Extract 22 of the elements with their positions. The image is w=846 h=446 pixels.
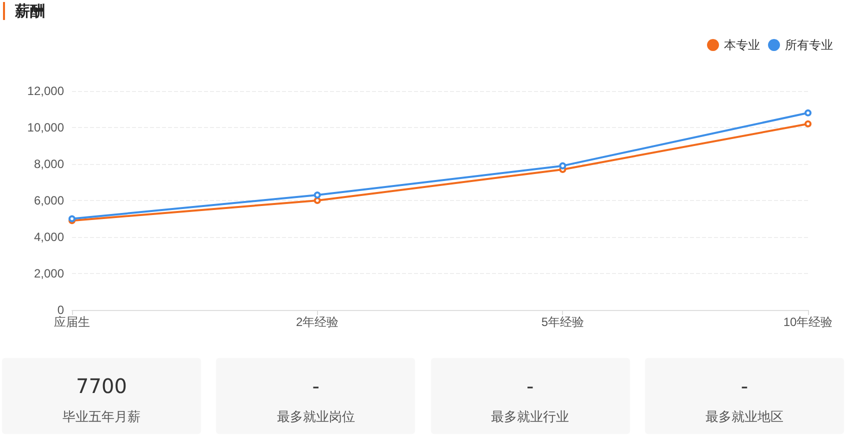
text: -	[526, 374, 535, 400]
x-tick-label: 5年经验	[541, 315, 584, 329]
text: 最多就业岗位	[276, 409, 356, 426]
text: -	[740, 374, 750, 400]
y-tick-label: 8,000	[34, 157, 64, 171]
y-tick-label: 10,000	[27, 120, 64, 134]
legend-label: 所有专业	[785, 38, 833, 52]
legend-label: 本专业	[724, 38, 760, 52]
y-tick-label: 6,000	[34, 194, 64, 208]
text: 毕业五年月薪	[62, 409, 142, 426]
x-tick-label: 2年经验	[296, 315, 339, 329]
chart-title: 薪酬	[15, 2, 45, 20]
x-tick-label: 10年经验	[783, 315, 833, 329]
y-tick-label: 12,000	[27, 84, 64, 98]
y-tick-label: 2,000	[34, 266, 64, 280]
x-tick-label: 应届生	[54, 315, 90, 329]
y-tick-label: 4,000	[34, 230, 64, 244]
text: -	[311, 374, 320, 400]
y-tick-label: 0	[57, 303, 64, 317]
text: 最多就业行业	[490, 409, 570, 426]
text: 7700	[75, 374, 128, 400]
text: 最多就业地区	[704, 409, 784, 426]
